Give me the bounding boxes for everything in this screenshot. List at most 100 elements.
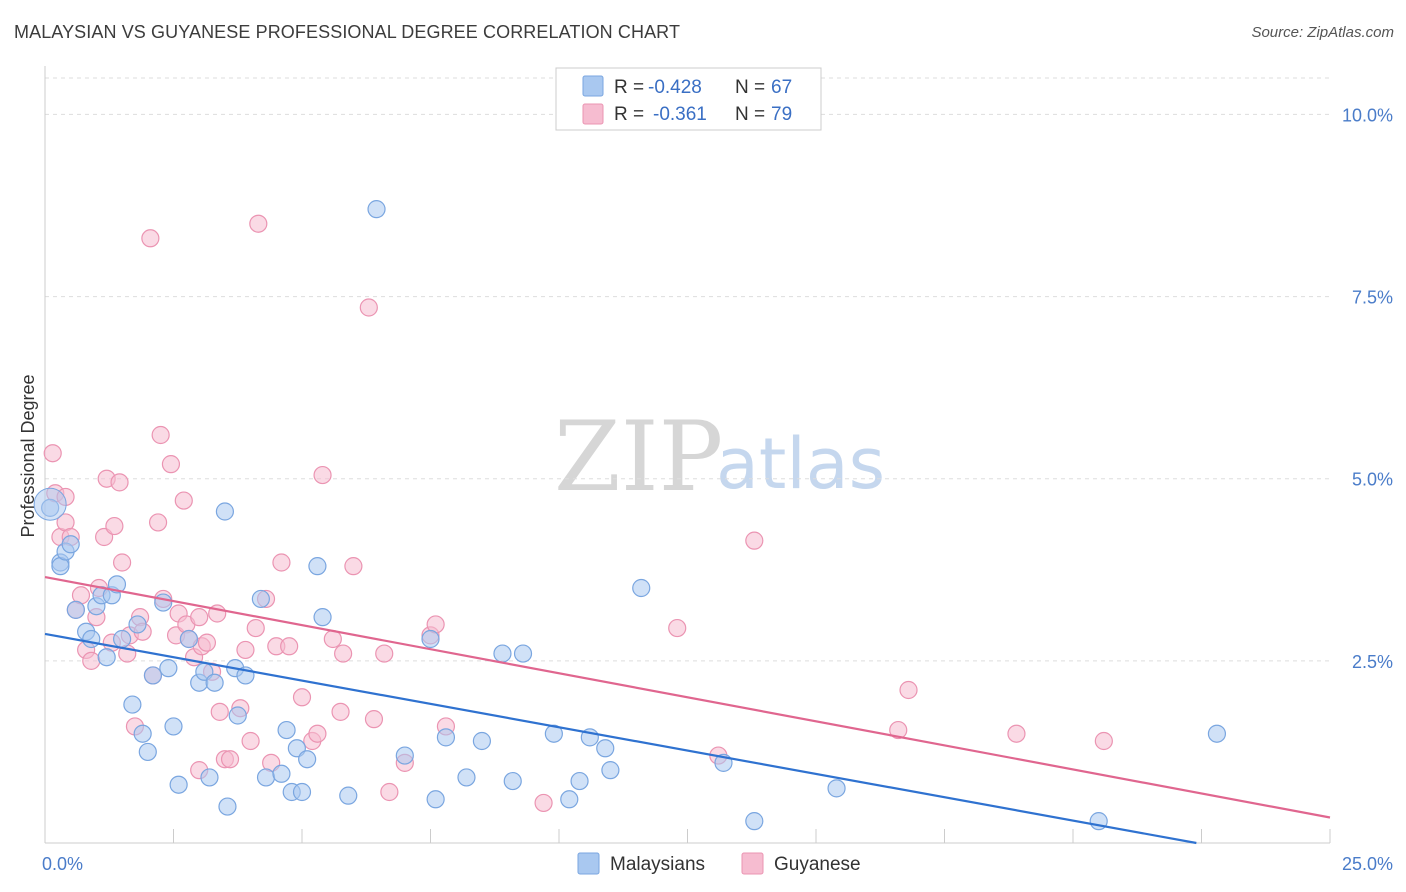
malaysians-point (421, 629, 440, 649)
watermark-atlas: atlas (716, 423, 885, 505)
malaysians-trend-line (44, 632, 1197, 845)
guyanese-point (249, 214, 268, 233)
malaysians-point (133, 724, 152, 743)
x-tick-labels: 0.0% 25.0% (42, 854, 1393, 874)
malaysians-point (570, 771, 589, 791)
malaysians-point (308, 557, 327, 576)
y-tick-labels: 2.5% 5.0% 7.5% 10.0% (1342, 105, 1393, 671)
guyanese-point (43, 444, 62, 463)
guyanese-series-label: Guyanese (774, 854, 861, 875)
malaysians-n-value: 67 (771, 77, 792, 98)
malaysians-n-label: N = (735, 77, 765, 98)
guyanese-point (148, 513, 168, 532)
guyanese-point (534, 793, 553, 813)
guyanese-point (1094, 731, 1113, 751)
guyanese-trend-line (44, 575, 1331, 819)
malaysians-point (436, 728, 456, 747)
guyanese-r-label: R = (614, 104, 644, 125)
guyanese-point (889, 720, 908, 740)
malaysians-point (745, 812, 764, 831)
guyanese-point (110, 473, 129, 492)
malaysians-point (277, 720, 296, 740)
guyanese-point (280, 637, 299, 656)
trend-lines (44, 575, 1331, 845)
guyanese-point (313, 465, 332, 485)
malaysians-point (112, 629, 132, 649)
malaysians-r-label: R = (614, 77, 644, 98)
malaysians-point (1207, 724, 1227, 743)
malaysians-point (228, 706, 247, 725)
guyanese-series-swatch (741, 852, 764, 875)
guyanese-r-value: -0.361 (653, 104, 707, 125)
malaysians-point (395, 746, 414, 765)
malaysians-point (179, 629, 199, 649)
malaysians-point (33, 487, 67, 521)
malaysians-series-label: Malaysians (610, 854, 705, 875)
guyanese-point (246, 618, 265, 638)
guyanese-point (359, 298, 378, 317)
malaysians-point (215, 502, 234, 521)
y-tick-label: 7.5% (1352, 288, 1393, 308)
malaysians-point (61, 535, 80, 554)
guyanese-point (151, 425, 170, 445)
malaysians-point (123, 695, 142, 714)
malaysians-point (107, 575, 127, 594)
y-axis-label: Professional Degree (18, 374, 38, 537)
guyanese-n-value: 79 (771, 104, 792, 125)
guyanese-point (308, 724, 327, 743)
guyanese-point (1007, 724, 1026, 743)
malaysians-point (128, 615, 147, 634)
y-tick-label: 5.0% (1352, 470, 1393, 490)
series-legend: Malaysians Guyanese (577, 852, 861, 875)
guyanese-point (236, 640, 255, 660)
guyanese-legend-swatch (582, 103, 604, 125)
malaysians-point (601, 761, 620, 780)
malaysians-point (169, 775, 188, 794)
guyanese-point (112, 553, 132, 572)
malaysians-point (560, 790, 579, 809)
malaysians-series-swatch (577, 852, 600, 875)
guyanese-point (331, 702, 350, 721)
guyanese-point (745, 531, 764, 550)
malaysians-point (66, 600, 85, 619)
malaysians-point (138, 742, 157, 762)
malaysians-point (292, 782, 312, 802)
malaysians-point (143, 666, 163, 685)
gridlines (45, 77, 1330, 662)
malaysians-point (472, 731, 491, 751)
watermark-zip: ZIP (554, 401, 723, 513)
guyanese-point (82, 651, 101, 670)
malaysians-point (298, 750, 317, 769)
guyanese-point (220, 750, 240, 769)
malaysians-point (513, 644, 533, 663)
malaysians-point (503, 771, 522, 791)
guyanese-point (668, 618, 687, 638)
guyanese-point (161, 455, 181, 474)
guyanese-point (141, 229, 160, 248)
guyanese-point (380, 782, 399, 802)
guyanese-point (190, 608, 209, 627)
malaysians-point (367, 200, 386, 219)
x-tick-label: 0.0% (42, 854, 83, 874)
malaysians-point (205, 673, 224, 692)
malaysians-point (218, 797, 237, 816)
malaysians-point (272, 764, 291, 783)
guyanese-point (344, 557, 363, 576)
malaysians-r-value: -0.428 (648, 77, 702, 98)
malaysians-point (256, 768, 276, 787)
malaysians-point (159, 659, 178, 678)
malaysians-point (596, 739, 615, 758)
y-tick-label: 2.5% (1352, 652, 1393, 672)
guyanese-point (364, 710, 384, 729)
guyanese-point (899, 680, 918, 700)
guyanese-point (272, 553, 291, 572)
malaysians-point (200, 768, 219, 787)
malaysians-point (827, 779, 846, 798)
guyanese-point (197, 633, 217, 652)
guyanese-point (210, 702, 229, 721)
malaysians-points (33, 200, 1227, 831)
guyanese-point (105, 516, 124, 536)
malaysians-point (426, 790, 445, 809)
malaysians-point (82, 629, 101, 649)
